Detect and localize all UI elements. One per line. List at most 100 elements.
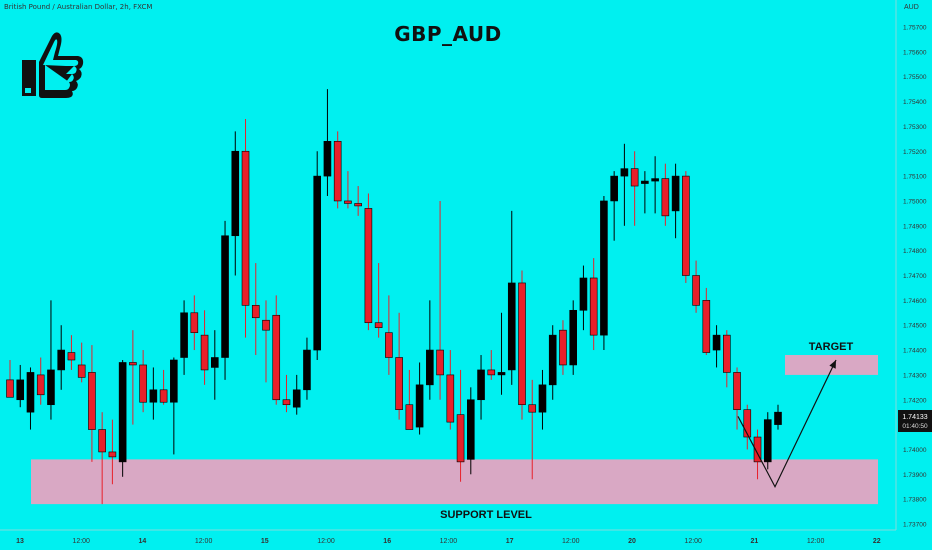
candle-body xyxy=(528,404,537,413)
candle-body xyxy=(180,312,188,358)
price-tag-countdown: 01:40:50 xyxy=(902,423,928,430)
price-axis-tick: 1.75200 xyxy=(903,149,927,156)
candle-body xyxy=(774,411,782,425)
time-axis-tick: 12:00 xyxy=(72,538,90,545)
candle-body xyxy=(456,414,465,463)
price-axis-tick: 1.74000 xyxy=(903,447,927,454)
price-axis-tick: 1.75400 xyxy=(903,99,927,106)
price-axis-tick: 1.74300 xyxy=(903,372,927,379)
candle-body xyxy=(57,349,66,371)
candle-body xyxy=(446,374,455,423)
candle-body xyxy=(323,141,332,177)
candle-body xyxy=(518,282,526,406)
price-axis-tick: 1.74500 xyxy=(903,323,927,330)
price-tag-value: 1.74133 xyxy=(902,414,927,421)
candle-body xyxy=(651,178,659,182)
price-axis-tick: 1.75300 xyxy=(903,124,927,131)
time-axis-tick: 12:00 xyxy=(195,538,213,545)
candle-body xyxy=(77,364,86,378)
price-axis-tick: 1.74800 xyxy=(903,248,927,255)
chart-title: GBP_AUD xyxy=(394,22,502,46)
time-axis-tick: 12:00 xyxy=(317,538,335,545)
time-axis-tick: 12:00 xyxy=(440,538,458,545)
candle-body xyxy=(313,175,322,351)
candle-body xyxy=(108,451,117,458)
candle-body xyxy=(405,404,414,430)
price-axis-tick: 1.74900 xyxy=(903,223,927,230)
price-axis-tick: 1.75700 xyxy=(903,25,927,32)
candle-body xyxy=(589,277,598,336)
time-axis-tick: 12:00 xyxy=(562,538,580,545)
time-axis-tick: 13 xyxy=(16,538,24,545)
candle-body xyxy=(67,352,76,361)
candle-body xyxy=(426,349,434,386)
candle-body xyxy=(272,314,281,401)
candle-body xyxy=(190,312,199,333)
candle-body xyxy=(292,389,301,408)
price-axis-tick: 1.73900 xyxy=(903,472,927,479)
projection-arrowhead xyxy=(829,359,836,369)
candle-body xyxy=(200,334,209,371)
support-zone xyxy=(31,459,878,505)
candle-body xyxy=(98,429,106,453)
candle-body xyxy=(702,300,711,353)
candle-body xyxy=(477,369,485,401)
candle-body xyxy=(610,175,618,202)
candle-body xyxy=(139,364,147,403)
candle-body xyxy=(88,372,96,430)
price-axis: 1.75700 1.75600 1.75500 1.75400 1.75300 1.752… xyxy=(903,25,927,529)
candle-body xyxy=(231,150,240,237)
price-axis-tick: 1.73800 xyxy=(903,497,927,504)
candle-body xyxy=(6,379,14,398)
price-axis-tick: 1.75500 xyxy=(903,74,927,81)
candle-body xyxy=(415,384,424,428)
candle-body xyxy=(466,399,475,460)
candle-body xyxy=(579,277,588,311)
candle-body xyxy=(559,329,567,366)
candle-body xyxy=(722,334,731,373)
candle-body xyxy=(569,309,578,366)
time-axis-tick: 15 xyxy=(261,538,269,545)
candle-body xyxy=(671,175,680,212)
candle-body xyxy=(641,180,649,184)
candles-group xyxy=(6,89,782,505)
candle-body xyxy=(548,334,557,386)
price-axis-tick: 1.73700 xyxy=(903,522,927,529)
price-axis-tick: 1.74700 xyxy=(903,273,927,280)
price-tag: 1.74133 01:40:50 xyxy=(898,410,932,432)
time-axis-tick: 17 xyxy=(506,538,514,545)
candle-body xyxy=(159,389,168,403)
target-label: TARGET xyxy=(809,341,854,353)
candle-body xyxy=(344,200,352,204)
price-axis-tick: 1.74600 xyxy=(903,298,927,305)
candle-body xyxy=(753,436,762,463)
candle-body xyxy=(26,372,35,413)
candle-body xyxy=(661,178,670,217)
candle-body xyxy=(333,141,342,202)
candle-body xyxy=(712,334,721,351)
candle-body xyxy=(16,379,25,401)
time-axis-tick: 20 xyxy=(628,538,636,545)
price-axis-tick: 1.74400 xyxy=(903,348,927,355)
candle-body xyxy=(149,389,158,403)
candle-body xyxy=(620,168,629,177)
candle-body xyxy=(364,208,373,324)
candle-body xyxy=(354,203,362,207)
time-axis: 13 12:00 14 12:00 15 12:00 16 12:00 17 12:00 20 12:… xyxy=(16,538,881,545)
candle-body xyxy=(170,359,178,403)
candle-body xyxy=(36,374,45,396)
currency-label: AUD xyxy=(904,4,919,11)
candle-body xyxy=(395,357,403,410)
thumbs-up-icon xyxy=(22,32,84,98)
candle-body xyxy=(303,349,311,391)
candle-body xyxy=(118,362,127,463)
candle-body xyxy=(487,369,496,376)
candle-body xyxy=(241,150,250,306)
time-axis-tick: 12:00 xyxy=(684,538,702,545)
symbol-label: British Pound / Australian Dollar, 2h, F… xyxy=(4,3,153,11)
candle-body xyxy=(221,235,229,358)
candle-body xyxy=(129,362,137,366)
candle-body xyxy=(282,399,291,406)
time-axis-tick: 12:00 xyxy=(807,538,825,545)
candle-body xyxy=(211,357,219,368)
